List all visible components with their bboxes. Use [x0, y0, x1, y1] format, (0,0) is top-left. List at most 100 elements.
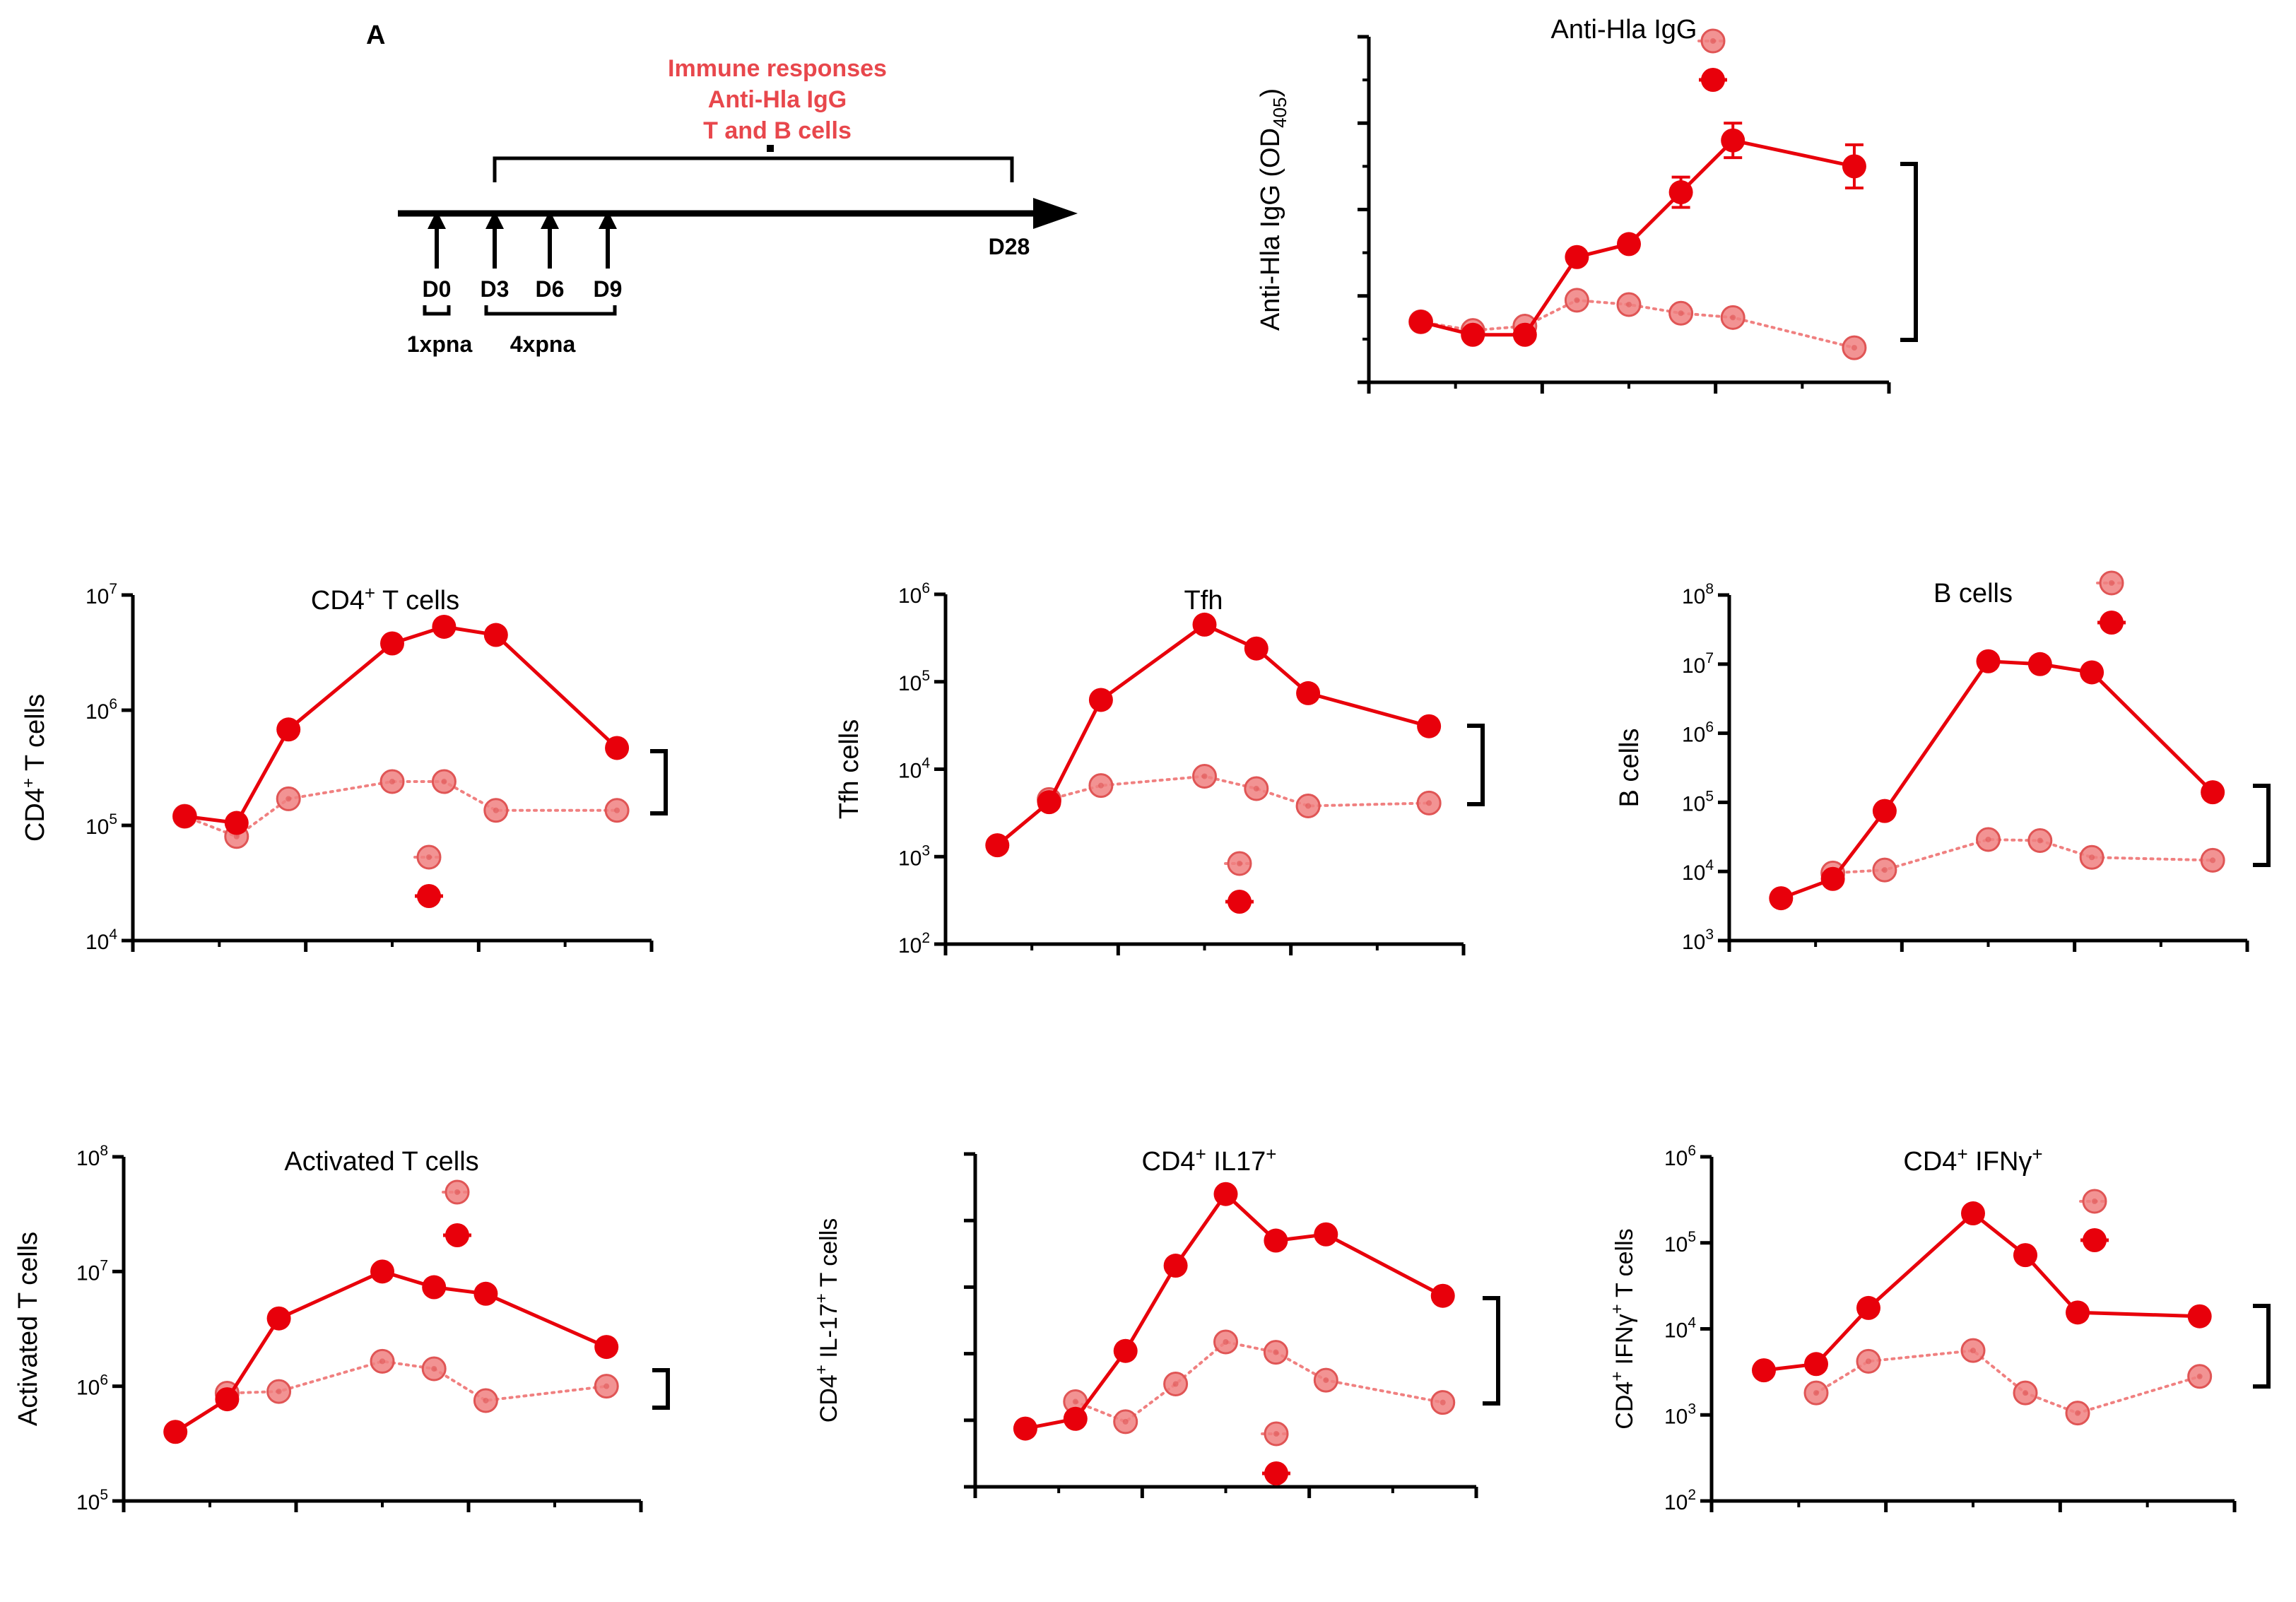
series-4x-pna: [1769, 649, 2225, 911]
legend: [1697, 28, 1729, 92]
series-4x-pna: [985, 612, 1442, 858]
data-point-4x: [2013, 1243, 2037, 1268]
data-point-4x: [1617, 232, 1641, 257]
y-axis-label-tail: ): [1256, 88, 1285, 98]
legend: [1261, 1421, 1292, 1485]
data-point-4x: [2027, 652, 2052, 676]
y-tick-base: 10: [1682, 585, 1705, 608]
y-tick-exponent: 5: [109, 811, 117, 827]
group-label-1xpna: 1xpna: [407, 331, 473, 357]
y-tick-exponent: 5: [922, 668, 930, 684]
data-point-1x-center: [431, 1365, 437, 1372]
data-point-1x-center: [389, 779, 395, 785]
data-point-1x-center: [1097, 782, 1104, 789]
y-tick-base: 10: [1664, 1147, 1688, 1170]
y-tick-base: 10: [76, 1491, 100, 1514]
data-point-1x-center: [1122, 1418, 1129, 1425]
y-tick-base: 10: [898, 934, 922, 958]
chart-title: Anti-Hla IgG: [1551, 15, 1697, 45]
y-tick-base: 10: [86, 815, 109, 839]
y-tick-label: 105: [898, 668, 930, 695]
y-tick-exponent: 4: [1688, 1315, 1696, 1331]
y-axis-label-tail: IL-17: [816, 1303, 842, 1365]
data-point-1x-center: [1985, 836, 1991, 842]
legend: [2079, 1189, 2110, 1252]
series-line-4x: [1780, 659, 2214, 900]
y-axis-label: Activated T cells: [13, 1232, 43, 1426]
data-point-4x: [224, 811, 249, 835]
data-point-4x: [1408, 310, 1433, 334]
data-point-1x-center: [1201, 773, 1208, 779]
y-tick-label: 104: [898, 755, 930, 783]
series-1x-pna: [1037, 764, 1442, 819]
data-point-1x-center: [614, 807, 620, 813]
y-axis-label: B cells: [1615, 729, 1644, 808]
significance-bracket: [2253, 1304, 2271, 1389]
y-tick-exponent: 6: [109, 696, 117, 712]
y-axis-label-text: Anti-Hla IgG (OD: [1256, 128, 1285, 331]
group-label-4xpna: 4xpna: [510, 331, 576, 357]
panel-label-a: A: [366, 20, 385, 50]
y-tick-base: 10: [898, 847, 922, 870]
y-tick-exponent: 7: [1705, 650, 1714, 666]
chart-title: CD4+ IL17+: [1142, 1143, 1277, 1177]
y-tick-exponent: 8: [100, 1143, 108, 1159]
day-label-d0: D0: [423, 276, 452, 302]
data-point-4x: [1163, 1254, 1188, 1278]
y-axis-label-sup: +: [1608, 1372, 1627, 1382]
data-point-4x: [163, 1420, 188, 1444]
series-1x-pna: [1803, 1338, 2213, 1426]
data-point-4x: [380, 631, 404, 656]
y-tick-exponent: 5: [100, 1487, 108, 1503]
data-point-1x-center: [441, 779, 447, 785]
data-point-4x: [276, 717, 301, 742]
y-axis-label-text: Activated T cells: [13, 1232, 43, 1426]
chart-title: B cells: [1933, 579, 2013, 608]
legend-marker-1x-center: [1710, 38, 1716, 44]
data-point-1x-center: [276, 1389, 282, 1395]
y-tick-base: 10: [1664, 1491, 1688, 1514]
y-axis-label-tail: T cells: [20, 694, 50, 778]
data-point-4x: [1296, 681, 1321, 705]
day-label-d6: D6: [536, 276, 565, 302]
bracket-center-tick: [767, 145, 774, 152]
y-tick-exponent: 2: [1688, 1487, 1696, 1503]
data-point-1x-center: [1678, 310, 1684, 317]
y-tick-base: 10: [1682, 861, 1705, 885]
data-point-1x-center: [1813, 1390, 1819, 1396]
chart-title-tail: IL17: [1206, 1147, 1266, 1177]
data-point-4x: [1842, 154, 1866, 179]
data-point-1x-center: [2089, 854, 2095, 861]
y-tick-base: 10: [1682, 724, 1705, 747]
data-point-1x-center: [1172, 1381, 1179, 1387]
data-point-1x-center: [2196, 1373, 2203, 1379]
data-point-1x-center: [2075, 1410, 2080, 1416]
y-tick-exponent: 2: [922, 930, 930, 946]
timeline-panel: A Immune responses Anti-Hla IgG T and B …: [366, 20, 1078, 357]
y-axis-label-sup2: +: [812, 1293, 831, 1303]
data-point-4x: [422, 1275, 447, 1300]
y-tick-base: 10: [76, 1377, 100, 1400]
data-point-4x: [1856, 1295, 1880, 1320]
y-tick-label: 103: [898, 842, 930, 870]
legend-marker-1x-center: [2109, 580, 2114, 586]
y-tick-base: 10: [76, 1147, 100, 1170]
data-point-1x-center: [1323, 1377, 1329, 1384]
y-axis-label-text: CD4: [816, 1374, 842, 1423]
chart-title: CD4+ IFNγ+: [1903, 1143, 2042, 1177]
data-point-1x-center: [1866, 1358, 1871, 1365]
day-label-d3: D3: [481, 276, 510, 302]
y-tick-label: 105: [1664, 1229, 1696, 1256]
legend-marker-1x-center: [1273, 1431, 1279, 1437]
legend-marker-1x-center: [426, 854, 432, 860]
data-point-1x-center: [1223, 1339, 1229, 1345]
chart-title: CD4+ T cells: [311, 582, 459, 616]
y-tick-exponent: 3: [1688, 1401, 1696, 1417]
data-point-4x: [473, 1281, 498, 1306]
y-tick-exponent: 6: [922, 580, 930, 596]
data-point-4x: [1063, 1406, 1088, 1431]
y-tick-label: 106: [1682, 719, 1714, 747]
data-point-4x: [172, 804, 197, 829]
